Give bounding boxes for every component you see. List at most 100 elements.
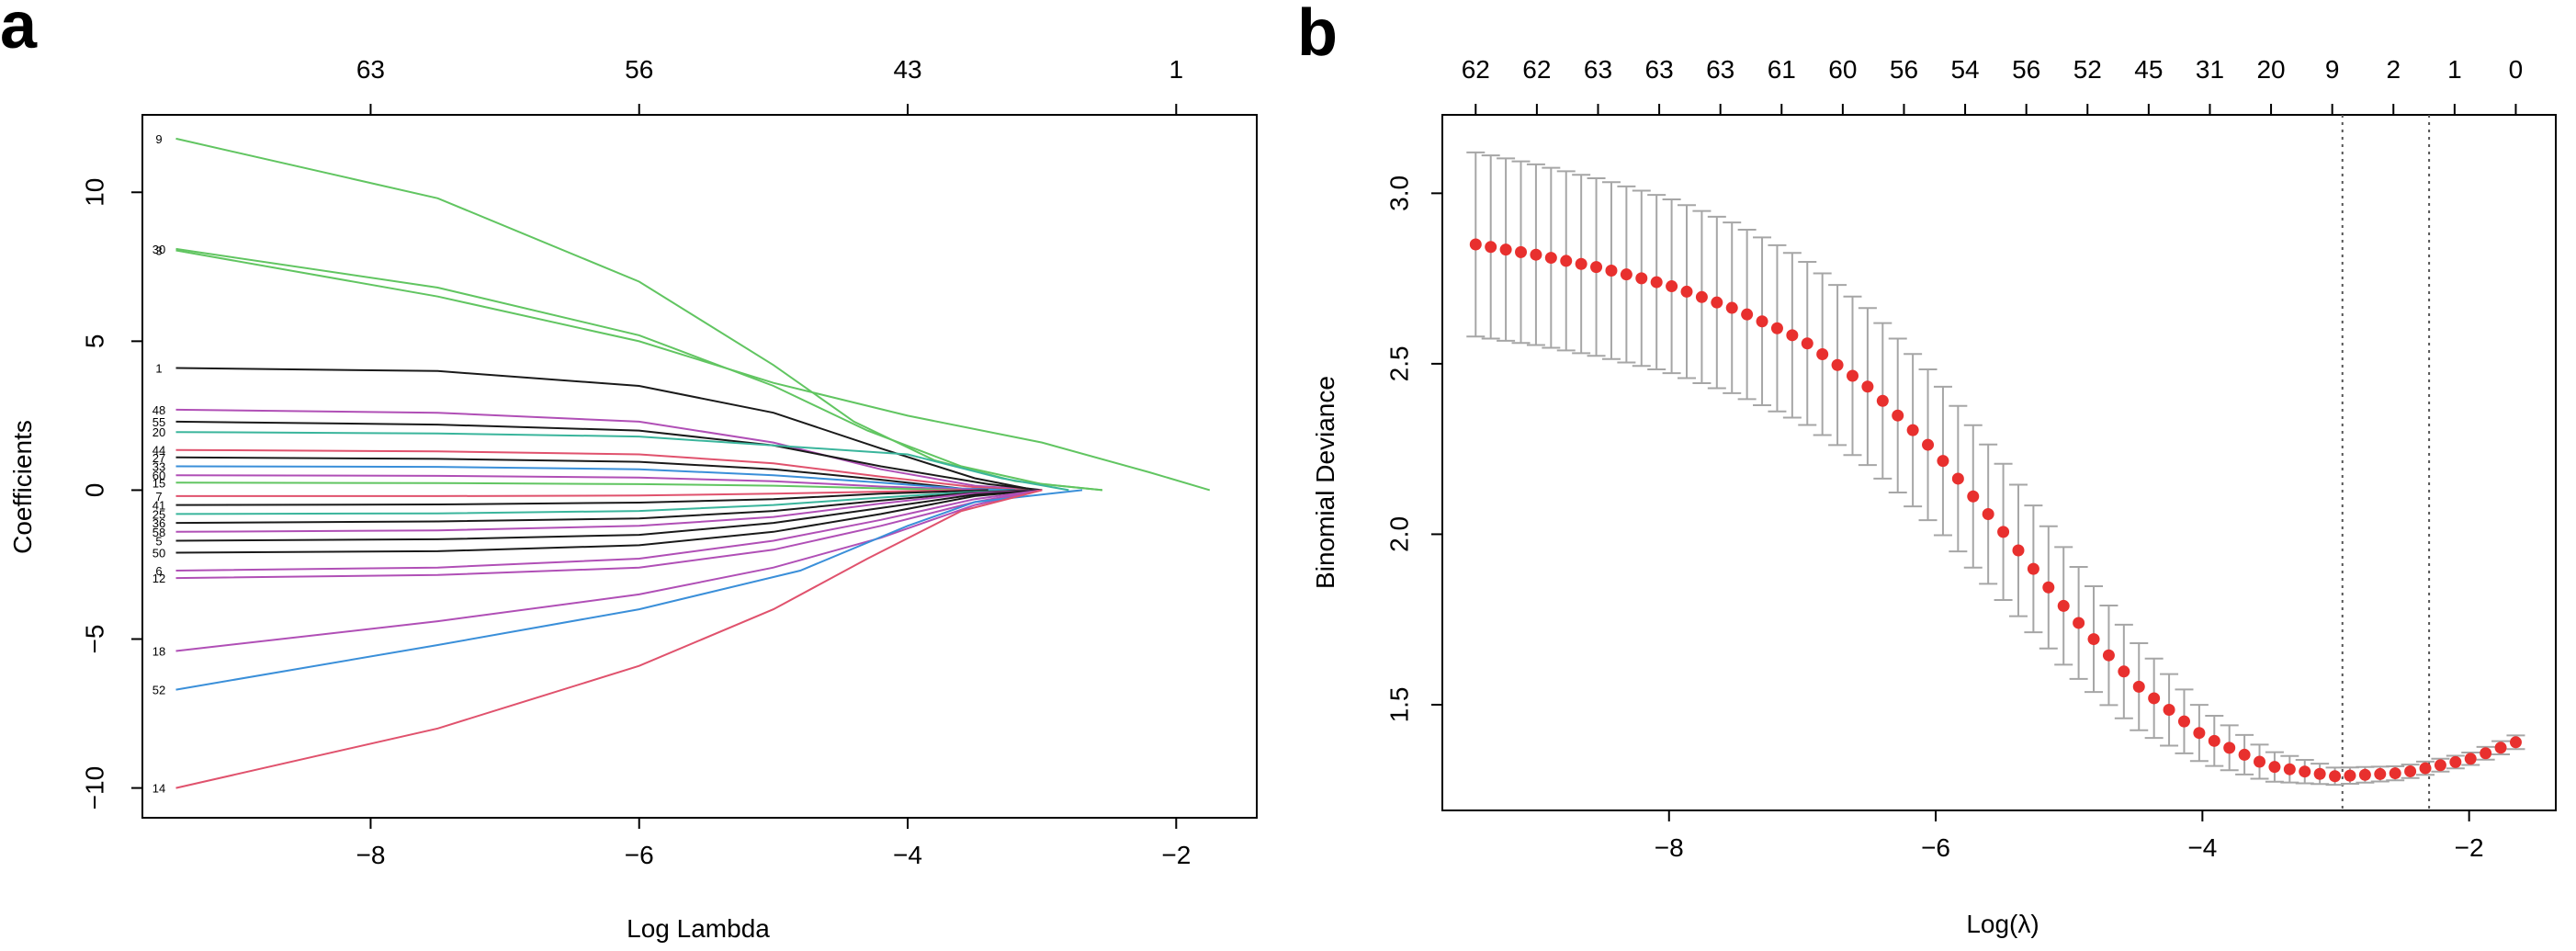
cv-mean-point bbox=[2283, 763, 2296, 776]
cv-mean-point bbox=[1499, 243, 1512, 256]
path-label: 9 bbox=[155, 132, 162, 146]
panel-b-cross-validation: b Binomial Deviance Log(λ) −8 −6 −4 −2 1.5 2.… bbox=[1297, 0, 2557, 938]
top-tick-label: 45 bbox=[2134, 55, 2163, 84]
cv-mean-point bbox=[1816, 347, 1829, 360]
y-tick-label: 2.0 bbox=[1384, 516, 1413, 552]
cv-mean-point bbox=[2027, 562, 2039, 575]
cv-mean-point bbox=[2102, 649, 2115, 662]
coefficient-path bbox=[175, 247, 1102, 492]
path-label: 33 bbox=[153, 460, 165, 474]
coefficient-path bbox=[175, 489, 1043, 789]
panel-b-x-axis-label: Log(λ) bbox=[1966, 910, 2039, 938]
x-tick-label: −4 bbox=[2187, 833, 2217, 862]
x-tick-label: −6 bbox=[1921, 833, 1950, 862]
coefficient-path bbox=[175, 489, 1043, 652]
cv-mean-point bbox=[1575, 257, 1587, 270]
cv-mean-point bbox=[1741, 308, 1754, 321]
path-label: 50 bbox=[153, 547, 165, 560]
top-tick-label: 54 bbox=[1950, 55, 1979, 84]
coefficient-path bbox=[175, 481, 962, 492]
cv-mean-point bbox=[1892, 409, 1904, 422]
cv-mean-point bbox=[1831, 358, 1844, 371]
top-tick-label: 1 bbox=[1169, 55, 1184, 84]
y-tick-label: −5 bbox=[80, 625, 108, 654]
x-tick-label: −6 bbox=[625, 841, 654, 869]
path-label: 3 bbox=[155, 243, 162, 257]
cv-mean-point bbox=[2419, 762, 2432, 775]
cv-mean-point bbox=[1786, 329, 1799, 342]
top-tick-label: 56 bbox=[1890, 55, 1918, 84]
y-tick-label: 1.5 bbox=[1384, 686, 1413, 722]
panel-b-plot-area: −8 −6 −4 −2 1.5 2.0 2.5 3.0 62 62 63 63 63 61 60 56 54 56… bbox=[1384, 55, 2557, 862]
cv-mean-point bbox=[1982, 508, 1994, 521]
cv-mean-point bbox=[2464, 753, 2477, 765]
cv-mean-point bbox=[1997, 526, 2010, 538]
cv-mean-point bbox=[1544, 252, 1557, 265]
cv-mean-point bbox=[2299, 765, 2311, 778]
path-label: 1 bbox=[155, 362, 162, 376]
top-tick-label: 2 bbox=[2386, 55, 2401, 84]
cv-mean-point bbox=[2254, 755, 2266, 768]
coefficient-path bbox=[175, 489, 962, 497]
coefficient-path bbox=[175, 489, 1083, 691]
cv-mean-point bbox=[2148, 692, 2161, 705]
cv-mean-point bbox=[1711, 296, 1723, 309]
cv-mean-point bbox=[2449, 755, 2462, 768]
coefficient-path bbox=[175, 489, 1043, 554]
cv-mean-point bbox=[2177, 715, 2190, 728]
path-label: 12 bbox=[153, 572, 165, 585]
cv-mean-point bbox=[2193, 727, 2206, 740]
top-tick-label: 0 bbox=[2509, 55, 2524, 84]
top-tick-label: 31 bbox=[2196, 55, 2224, 84]
coefficient-path bbox=[175, 489, 1043, 542]
cv-mean-point bbox=[2313, 767, 2326, 780]
cv-mean-point bbox=[1846, 369, 1859, 382]
y-tick-label: 3.0 bbox=[1384, 175, 1413, 211]
cv-mean-point bbox=[2132, 680, 2145, 693]
cv-mean-point bbox=[2329, 770, 2342, 783]
coefficient-path bbox=[175, 456, 1015, 492]
cv-mean-point bbox=[2374, 767, 2387, 780]
x-tick-label: −4 bbox=[893, 841, 922, 869]
y-tick-label: 2.5 bbox=[1384, 345, 1413, 381]
cv-mean-point bbox=[2073, 617, 2085, 629]
coefficient-path bbox=[175, 408, 1043, 492]
cv-mean-point bbox=[1695, 290, 1708, 303]
top-tick-label: 56 bbox=[625, 55, 653, 84]
cv-mean-point bbox=[1861, 380, 1874, 393]
panel-a-coefficient-paths: a Coefficients Log Lambda −8 −6 −4 −2 −10 −5 0… bbox=[0, 0, 1258, 943]
y-tick-label: 0 bbox=[80, 483, 108, 498]
cv-mean-point bbox=[2404, 764, 2417, 777]
cv-mean-point bbox=[1937, 455, 1949, 468]
panel-b-plot-frame bbox=[1441, 114, 2557, 811]
cv-mean-point bbox=[2087, 633, 2100, 646]
panel-b-letter: b bbox=[1297, 0, 1338, 70]
cv-mean-point bbox=[2208, 734, 2220, 747]
path-label: 25 bbox=[153, 507, 165, 521]
cv-mean-point bbox=[1560, 255, 1573, 267]
path-label: 48 bbox=[153, 403, 165, 417]
y-tick-label: 10 bbox=[80, 178, 108, 207]
cv-mean-point bbox=[1967, 490, 1980, 503]
cv-mean-point bbox=[1650, 276, 1663, 289]
cv-mean-point bbox=[1605, 264, 1618, 277]
cv-mean-point bbox=[1951, 472, 1964, 485]
coefficient-path bbox=[175, 474, 989, 492]
top-tick-label: 1 bbox=[2447, 55, 2462, 84]
top-tick-label: 60 bbox=[1828, 55, 1857, 84]
cv-mean-point bbox=[1725, 301, 1738, 314]
path-label: 27 bbox=[153, 451, 165, 465]
cv-mean-point bbox=[1485, 241, 1497, 254]
cv-mean-point bbox=[2118, 665, 2130, 678]
coefficient-path bbox=[175, 431, 1069, 492]
coefficient-path bbox=[175, 489, 989, 506]
x-tick-label: −2 bbox=[1161, 841, 1191, 869]
cv-mean-point bbox=[2389, 767, 2401, 780]
top-tick-label: 63 bbox=[356, 55, 385, 84]
top-tick-label: 62 bbox=[1462, 55, 1490, 84]
coefficient-path bbox=[175, 249, 1211, 492]
top-tick-label: 20 bbox=[2256, 55, 2285, 84]
y-tick-label: 5 bbox=[80, 334, 108, 349]
top-tick-label: 43 bbox=[893, 55, 921, 84]
